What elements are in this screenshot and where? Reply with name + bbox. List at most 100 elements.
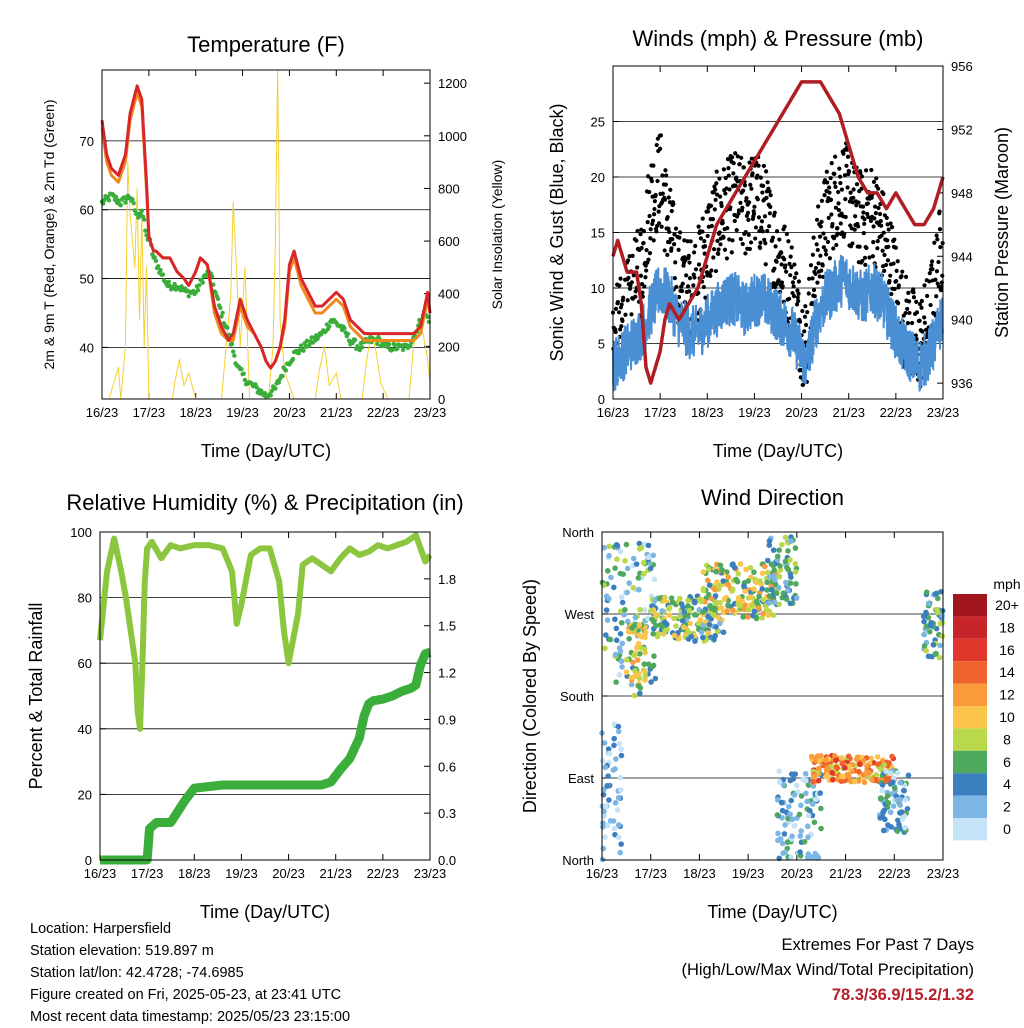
y2-tick-label: 1.8 <box>438 572 456 587</box>
direction-point <box>782 822 788 828</box>
gust-point <box>797 319 803 324</box>
gust-point <box>687 289 692 294</box>
gust-point <box>698 236 703 241</box>
direction-point <box>700 622 707 629</box>
gust-point <box>852 227 857 232</box>
colorbar-swatch <box>953 661 987 684</box>
gust-point <box>888 273 893 278</box>
gust-point <box>691 283 696 288</box>
gust-point <box>822 192 827 198</box>
direction-point <box>766 538 773 544</box>
direction-point <box>833 757 839 764</box>
gust-point <box>802 314 808 319</box>
direction-point <box>725 574 732 580</box>
direction-point <box>692 638 698 644</box>
direction-point <box>652 597 659 604</box>
gust-point <box>871 179 877 184</box>
direction-point <box>626 636 632 642</box>
gust-point <box>862 255 868 260</box>
y2-tick-label: 0.3 <box>438 806 456 821</box>
direction-point <box>789 833 795 839</box>
direction-point <box>706 582 713 588</box>
gust-point <box>868 218 874 224</box>
y2-tick-label: 948 <box>951 186 973 201</box>
x-tick-label: 21/23 <box>320 405 353 420</box>
gust-point <box>702 251 707 256</box>
direction-point <box>707 602 713 609</box>
y-tick-label: 50 <box>80 272 94 287</box>
gust-point <box>653 192 658 198</box>
dewpoint-point <box>195 287 201 293</box>
direction-point <box>612 565 618 571</box>
direction-point <box>939 633 946 640</box>
direction-point <box>787 811 793 817</box>
dewpoint-point <box>375 341 380 347</box>
location-text: Location: Harpersfield <box>30 921 172 937</box>
direction-point <box>764 557 771 564</box>
gust-point <box>892 286 897 292</box>
gust-point <box>672 232 677 237</box>
direction-point <box>745 606 752 613</box>
direction-point <box>636 650 643 657</box>
x-tick-label: 20/23 <box>272 866 305 881</box>
gust-point <box>767 224 772 229</box>
gust-point <box>747 160 752 165</box>
gust-point <box>650 221 655 227</box>
direction-point <box>615 822 622 828</box>
plot-border <box>99 531 431 861</box>
dewpoint-point <box>132 208 137 213</box>
direction-point <box>659 608 665 614</box>
direction-point <box>711 612 717 618</box>
direction-point <box>741 606 748 613</box>
gust-point <box>888 221 893 226</box>
gust-point <box>641 240 646 246</box>
gust-point <box>810 252 815 257</box>
direction-point <box>616 672 623 678</box>
direction-point <box>632 614 639 621</box>
direction-point <box>861 779 868 786</box>
gust-point <box>872 216 877 221</box>
direction-point <box>874 754 881 760</box>
gust-point <box>743 251 748 256</box>
direction-point <box>937 642 943 649</box>
gust-point <box>716 247 721 252</box>
direction-point <box>623 657 630 663</box>
gust-point <box>821 245 826 250</box>
plot-border <box>101 69 431 400</box>
direction-point <box>641 661 648 667</box>
gust-point <box>827 256 832 261</box>
direction-point <box>698 598 705 605</box>
gust-point <box>933 277 938 282</box>
direction-point <box>813 796 820 803</box>
gust-point <box>713 268 719 274</box>
direction-point <box>797 849 803 855</box>
temp-2m-line <box>100 84 432 370</box>
direction-point <box>857 761 863 768</box>
dewpoint-point <box>269 388 275 394</box>
dewpoint-point <box>131 201 136 206</box>
gust-point <box>767 189 772 194</box>
gust-point <box>914 310 920 315</box>
gust-point <box>894 268 899 273</box>
gust-point <box>666 195 671 200</box>
gust-point <box>824 169 829 174</box>
direction-point <box>630 659 636 666</box>
direction-point <box>792 560 799 567</box>
direction-point <box>817 757 823 763</box>
x-axis-label: Time (Day/UTC) <box>707 902 837 922</box>
gust-point <box>790 280 795 285</box>
gust-point <box>760 190 765 195</box>
direction-point <box>700 634 706 641</box>
gust-point <box>903 310 908 316</box>
gust-point <box>666 226 671 231</box>
gust-point <box>875 246 880 251</box>
y2-tick-label: 952 <box>951 122 973 137</box>
direction-point <box>735 595 742 601</box>
gust-point <box>742 183 748 188</box>
direction-point <box>804 798 810 805</box>
direction-point <box>624 589 630 596</box>
direction-point <box>601 740 608 746</box>
colorbar-swatch <box>953 706 987 729</box>
direction-point <box>750 603 756 609</box>
direction-point <box>640 560 647 566</box>
